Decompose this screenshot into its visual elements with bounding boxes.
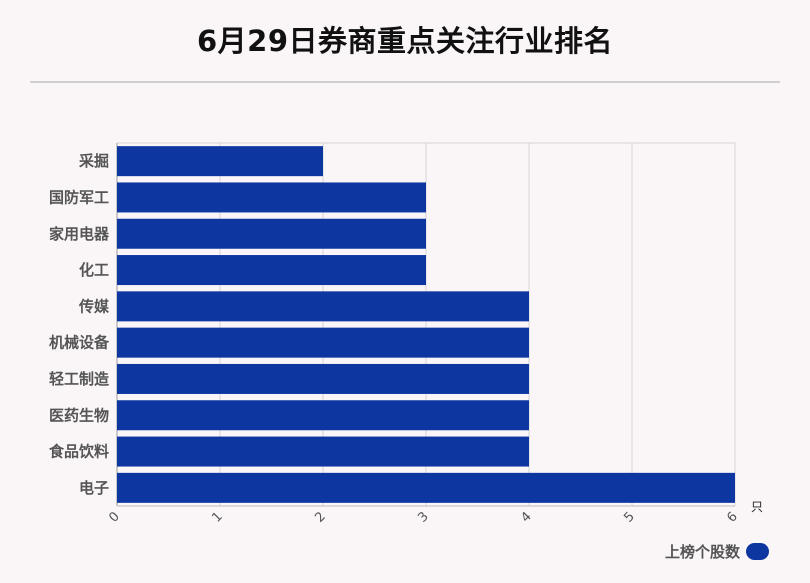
chart-title: 6月29日券商重点关注行业排名 xyxy=(196,24,614,58)
x-tick-label-5: 5 xyxy=(621,509,637,525)
bar-7[interactable] xyxy=(117,400,529,431)
x-tick-label-2: 2 xyxy=(312,509,328,525)
x-unit-label: 只 xyxy=(751,500,763,514)
x-tick-label-1: 1 xyxy=(209,509,225,525)
category-label-3: 化工 xyxy=(79,261,109,279)
category-label-8: 食品饮料 xyxy=(49,443,109,461)
title-divider xyxy=(30,81,780,83)
category-label-5: 机械设备 xyxy=(49,334,110,352)
bar-9[interactable] xyxy=(117,472,735,503)
bar-6[interactable] xyxy=(117,363,529,394)
bar-8[interactable] xyxy=(117,436,529,467)
category-label-4: 传媒 xyxy=(78,297,110,315)
category-label-9: 电子 xyxy=(79,479,109,497)
x-tick-label-0: 0 xyxy=(106,509,122,525)
x-tick-labels: 0 1 2 3 4 5 6 xyxy=(106,509,740,525)
bar-2[interactable] xyxy=(117,218,426,249)
category-label-0: 采掘 xyxy=(78,152,109,170)
x-tick-label-3: 3 xyxy=(415,509,431,525)
x-tick-label-6: 6 xyxy=(724,509,740,525)
category-label-1: 国防军工 xyxy=(49,188,109,206)
legend[interactable]: 上榜个股数 xyxy=(665,541,769,562)
bar-4[interactable] xyxy=(117,291,529,322)
category-label-2: 家用电器 xyxy=(49,225,110,243)
category-label-6: 轻工制造 xyxy=(49,370,109,388)
legend-swatch xyxy=(746,543,769,560)
category-label-7: 医药生物 xyxy=(49,406,109,424)
x-tick-label-4: 4 xyxy=(518,509,534,525)
legend-label: 上榜个股数 xyxy=(664,543,740,561)
bar-0[interactable] xyxy=(117,146,323,177)
bars xyxy=(117,146,735,503)
bar-3[interactable] xyxy=(117,255,426,286)
bar-1[interactable] xyxy=(117,182,426,213)
bar-5[interactable] xyxy=(117,327,529,358)
